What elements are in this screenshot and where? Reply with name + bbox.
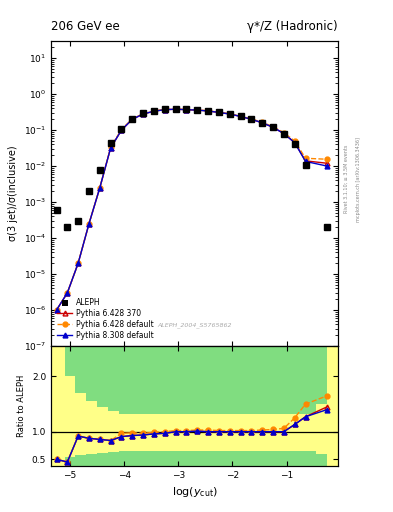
Bar (51, 346, 338, 466)
Bar (75, 393, 86, 455)
Text: ALEPH_2004_S5765862: ALEPH_2004_S5765862 (157, 322, 232, 328)
Text: γ*/Z (Hadronic): γ*/Z (Hadronic) (247, 20, 338, 33)
Bar (86, 401, 97, 454)
X-axis label: $\log(y_{\rm cut})$: $\log(y_{\rm cut})$ (172, 485, 217, 499)
Bar (119, 414, 316, 451)
Legend: ALEPH, Pythia 6.428 370, Pythia 6.428 default, Pythia 8.308 default: ALEPH, Pythia 6.428 370, Pythia 6.428 de… (55, 296, 156, 342)
Bar (327, 346, 338, 466)
Bar (316, 404, 327, 454)
Y-axis label: Ratio to ALEPH: Ratio to ALEPH (17, 375, 26, 437)
Bar (64, 376, 75, 457)
Bar (108, 411, 119, 452)
Y-axis label: σ(3 jet)/σ(inclusive): σ(3 jet)/σ(inclusive) (8, 146, 18, 241)
Text: mcplots.cern.ch [arXiv:1306.3436]: mcplots.cern.ch [arXiv:1306.3436] (356, 137, 361, 222)
Text: 206 GeV ee: 206 GeV ee (51, 20, 120, 33)
Bar (51, 346, 64, 466)
Bar (97, 407, 108, 453)
Text: Rivet 3.1.10; ≥ 3.5M events: Rivet 3.1.10; ≥ 3.5M events (344, 145, 349, 214)
